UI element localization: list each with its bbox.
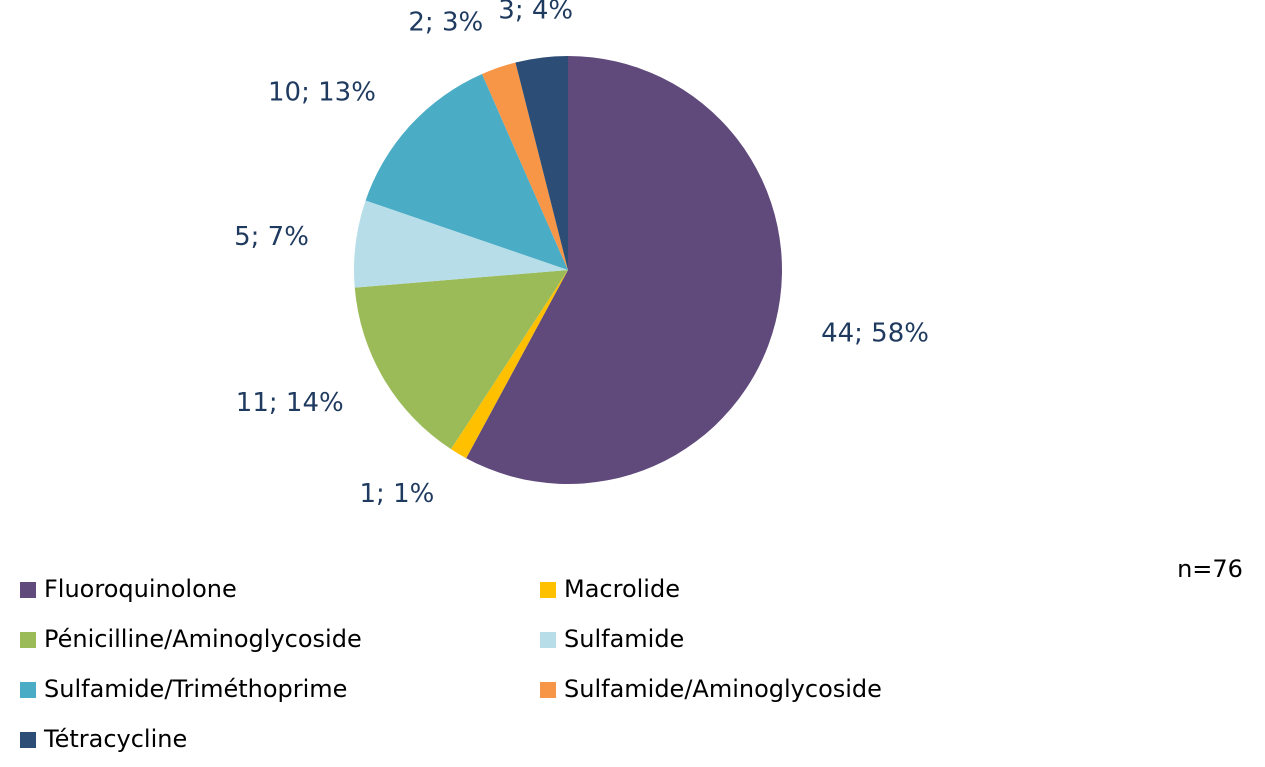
legend-swatch — [20, 682, 36, 698]
value-label: 1; 1% — [360, 479, 435, 509]
legend-label: Sulfamide/Triméthoprime — [44, 675, 347, 703]
value-label: 11; 14% — [236, 388, 344, 418]
pie-slice — [482, 62, 568, 271]
legend-label: Sulfamide — [564, 625, 684, 653]
legend-swatch — [540, 682, 556, 698]
legend-swatch — [20, 632, 36, 648]
legend-swatch — [540, 632, 556, 648]
annotation: n=76 — [1177, 555, 1243, 583]
pie-slice — [450, 270, 568, 459]
pie-slice — [466, 56, 782, 485]
value-label: 5; 7% — [234, 222, 309, 252]
legend-label: Fluoroquinolone — [44, 575, 237, 603]
legend-label: Sulfamide/Aminoglycoside — [564, 675, 882, 703]
pie-slice — [354, 200, 568, 288]
value-label: 44; 58% — [821, 319, 929, 349]
legend-swatch — [540, 582, 556, 598]
legend-swatch — [20, 732, 36, 748]
value-label: 10; 13% — [268, 78, 376, 108]
legend-label: Pénicilline/Aminoglycoside — [44, 625, 362, 653]
legend-swatch — [20, 582, 36, 598]
value-label: 3; 4% — [498, 0, 573, 25]
legend-label: Macrolide — [564, 575, 680, 603]
legend-label: Tétracycline — [43, 725, 187, 753]
pie-slice — [354, 270, 568, 450]
pie-slice — [365, 74, 568, 270]
pie-slice — [515, 56, 568, 270]
value-label: 2; 3% — [408, 8, 483, 38]
